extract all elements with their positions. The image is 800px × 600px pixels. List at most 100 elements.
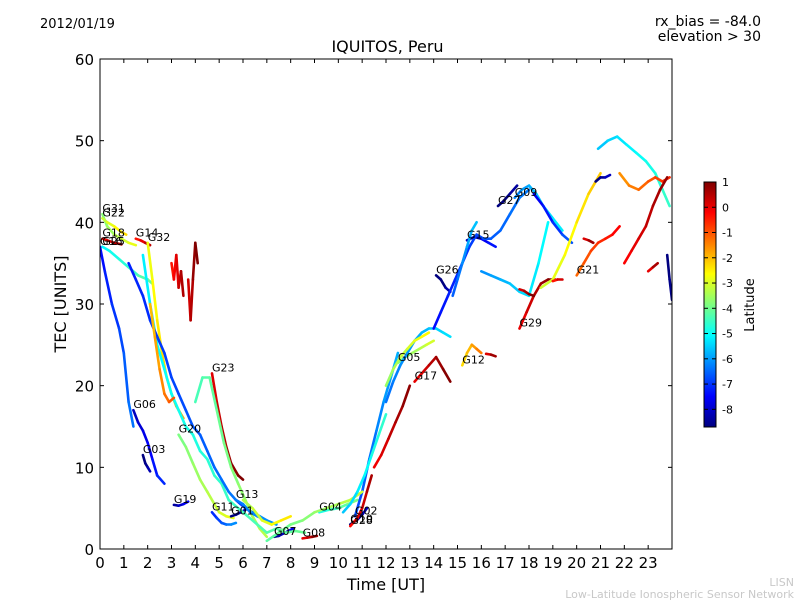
satellite-label: G11 — [212, 500, 235, 513]
series-segment — [191, 433, 202, 453]
series-segment — [194, 241, 199, 265]
series-segment — [372, 453, 383, 469]
series-segment — [213, 502, 221, 514]
series-segment — [215, 400, 223, 428]
series-segment — [198, 433, 209, 453]
series-segment — [210, 372, 219, 404]
series-segment — [348, 516, 359, 528]
series-segment — [325, 502, 340, 510]
colorbar-tick-label: -1 — [722, 227, 733, 240]
series-segment — [420, 327, 431, 334]
series-segment — [155, 474, 166, 486]
series-segment — [489, 229, 502, 240]
series-segment — [508, 196, 521, 216]
series-segment — [425, 339, 436, 347]
series-segment — [406, 339, 416, 351]
series-segment — [439, 294, 450, 314]
series-segment — [365, 474, 374, 494]
series-segment — [410, 347, 421, 355]
series-segment — [122, 351, 130, 404]
x-tick-label: 14 — [424, 554, 443, 572]
series-segment — [289, 519, 304, 526]
series-segment — [413, 372, 424, 383]
series-segment — [182, 500, 190, 506]
series-segment — [398, 351, 409, 367]
series-segment — [206, 449, 216, 469]
satellite-label: G18 — [102, 227, 125, 240]
satellite-label: G09 — [515, 186, 538, 199]
series-segment — [153, 335, 161, 371]
series-segment — [446, 278, 457, 298]
y-tick-label: 40 — [75, 214, 94, 232]
series-segment — [527, 261, 540, 298]
series-segment — [439, 278, 447, 290]
series-segment — [475, 233, 486, 240]
series-segment — [460, 351, 469, 367]
colorbar — [703, 181, 717, 428]
series-segment — [163, 367, 173, 396]
series-segment — [229, 465, 240, 486]
series-segment — [508, 282, 521, 294]
series-segment — [215, 408, 226, 445]
series-segment — [582, 249, 593, 265]
satellite-label: G13 — [236, 488, 259, 501]
series-segment — [327, 506, 340, 512]
series-segment — [220, 482, 230, 502]
series-segment — [317, 508, 331, 514]
series-segment — [518, 188, 531, 200]
series-segment — [251, 506, 264, 522]
series-segment — [499, 212, 512, 232]
satellite-label: G10 — [350, 513, 373, 526]
x-tick-label: 10 — [329, 554, 348, 572]
y-tick-label: 10 — [75, 459, 94, 477]
x-tick-label: 6 — [238, 554, 248, 572]
series-segment — [229, 461, 240, 477]
series-segment — [184, 445, 195, 465]
series-segment — [563, 221, 579, 257]
date-label: 2012/01/19 — [40, 17, 115, 32]
satellite-label: G32 — [148, 231, 171, 244]
series-segment — [575, 192, 590, 224]
series-segment — [589, 241, 600, 253]
series-segment — [336, 502, 350, 510]
series-segment — [537, 221, 550, 265]
series-segment — [113, 241, 123, 246]
series-segment — [255, 523, 269, 535]
series-segment — [375, 400, 385, 432]
series-segment — [653, 176, 664, 183]
series-segment — [527, 184, 538, 196]
satellite-label: G07 — [274, 525, 297, 538]
y-tick-label: 30 — [75, 296, 94, 314]
satellite-label: G28 — [350, 514, 373, 527]
series-segment — [618, 172, 631, 187]
series-segment — [508, 184, 519, 196]
series-segment — [113, 225, 123, 234]
series-segment — [539, 278, 550, 285]
series-segment — [356, 506, 364, 520]
series-segment — [132, 408, 140, 424]
footer-brand-long: Low-Latitude Ionospheric Sensor Network — [565, 588, 794, 600]
series-segment — [489, 353, 497, 358]
series-segment — [501, 192, 512, 204]
x-tick-label: 4 — [191, 554, 201, 572]
satellite-label: G26 — [436, 263, 459, 276]
series-segment — [146, 241, 154, 281]
series-segment — [155, 343, 166, 371]
series-segment — [120, 230, 128, 236]
series-segment — [155, 335, 166, 355]
series-segment — [441, 367, 452, 383]
series-segment — [120, 237, 130, 245]
series-segment — [170, 392, 180, 412]
series-segment — [206, 457, 216, 477]
series-segment — [163, 351, 173, 379]
series-segment — [310, 534, 319, 539]
series-segment — [603, 233, 614, 240]
series-segment — [615, 135, 629, 147]
series-segment — [117, 257, 130, 269]
series-segment — [127, 261, 138, 281]
satellite-label: G31 — [102, 202, 125, 215]
x-tick-label: 2 — [143, 554, 153, 572]
colorbar-tick-label: -6 — [722, 353, 733, 366]
series-segment — [167, 396, 176, 404]
